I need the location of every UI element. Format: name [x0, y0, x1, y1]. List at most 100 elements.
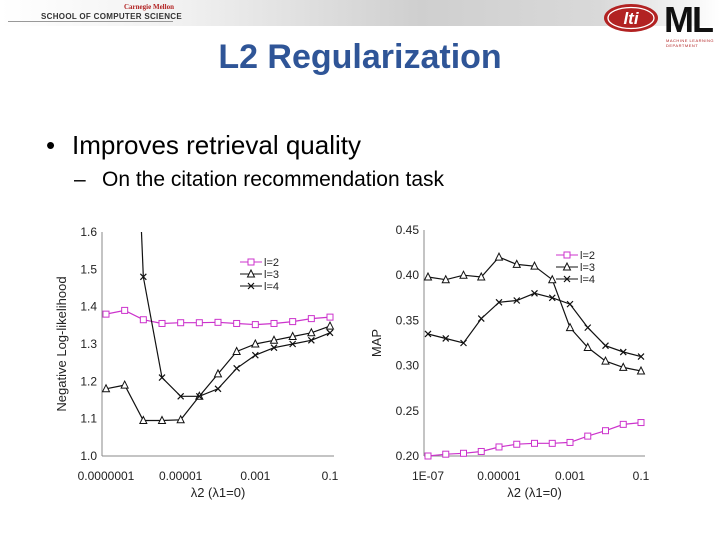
data-point	[459, 270, 468, 279]
ml-logo: ML MACHINE LEARNING DEPARTMENT	[664, 2, 720, 54]
x-tick-label: 0.001	[240, 469, 270, 483]
series-l=4	[139, 231, 334, 400]
data-point	[584, 324, 592, 332]
legend-label: l=4	[580, 274, 595, 286]
legend: l=2l=3l=4	[240, 257, 279, 293]
legend-label: l=2	[580, 250, 595, 262]
data-point	[637, 419, 645, 427]
y-tick-label: 1.4	[80, 300, 97, 314]
data-point	[602, 342, 609, 350]
data-point	[477, 315, 485, 323]
data-point	[584, 432, 592, 440]
y-tick-label: 1.6	[80, 225, 97, 239]
data-point	[566, 438, 574, 446]
series-line-extension	[140, 231, 144, 277]
y-tick-label: 0.45	[396, 223, 420, 237]
data-point	[512, 259, 522, 268]
legend-label: l=3	[580, 262, 595, 274]
data-point	[601, 355, 610, 365]
bullet-marker: •	[46, 130, 56, 160]
x-tick-label: 0.1	[322, 469, 339, 483]
data-point	[583, 342, 593, 352]
data-point	[195, 392, 203, 400]
series-line	[427, 292, 642, 358]
data-point	[270, 319, 278, 327]
legend-marker	[247, 258, 255, 266]
y-tick-label: 1.3	[80, 337, 97, 351]
series-l=3	[101, 320, 335, 425]
x-axis-label: λ2 (λ1=0)	[191, 485, 246, 500]
data-point	[307, 336, 315, 344]
data-point	[548, 294, 556, 302]
data-point	[289, 340, 297, 348]
data-point	[494, 252, 504, 261]
data-point	[495, 443, 503, 451]
data-point	[195, 391, 204, 400]
data-point	[213, 368, 223, 378]
slide-title: L2 Regularization	[218, 38, 502, 76]
data-point	[177, 392, 185, 400]
data-point	[270, 344, 278, 352]
data-point	[547, 274, 557, 284]
x-tick-label: 0.001	[555, 469, 585, 483]
data-point	[139, 316, 147, 324]
series-line	[142, 276, 331, 397]
data-point	[326, 329, 334, 337]
sub-bullet-marker: –	[74, 168, 86, 191]
series-l=2	[102, 306, 334, 329]
legend-marker	[247, 282, 255, 290]
data-point	[120, 379, 129, 389]
data-point	[121, 306, 129, 314]
data-point	[460, 449, 467, 457]
data-point	[157, 415, 167, 425]
legend-marker	[562, 261, 572, 271]
x-tick-label: 0.1	[633, 469, 650, 483]
y-tick-label: 1.5	[80, 262, 97, 276]
data-point	[566, 300, 574, 308]
data-point	[424, 330, 432, 338]
data-point	[530, 261, 539, 270]
data-point	[326, 313, 334, 321]
data-point	[513, 440, 521, 448]
x-axis-label: λ2 (λ1=0)	[507, 485, 562, 500]
data-point	[195, 319, 203, 327]
data-point	[251, 351, 259, 359]
data-point	[233, 319, 241, 327]
series-line	[427, 256, 642, 372]
data-point	[495, 298, 503, 306]
data-point	[214, 385, 222, 393]
data-point	[619, 420, 627, 428]
y-tick-label: 1.1	[80, 412, 97, 426]
lti-logo-text: lti	[623, 9, 639, 28]
data-point	[307, 327, 316, 337]
data-point	[423, 271, 433, 281]
y-axis-label: MAP	[369, 329, 384, 357]
data-point	[477, 447, 485, 455]
data-point	[442, 450, 450, 458]
data-point	[460, 339, 467, 347]
data-point	[602, 427, 609, 435]
data-point	[325, 320, 335, 330]
y-tick-label: 0.30	[396, 359, 420, 373]
data-point	[531, 289, 538, 297]
x-tick-label: 0.00001	[477, 469, 521, 483]
data-point	[177, 319, 185, 327]
data-point	[513, 297, 521, 304]
y-tick-label: 0.40	[396, 268, 420, 282]
x-tick-label: 0.0000001	[78, 469, 135, 483]
x-tick-label: 0.00001	[159, 469, 203, 483]
ml-logo-text: ML	[664, 0, 714, 40]
data-point	[139, 415, 148, 425]
legend-marker	[246, 268, 256, 278]
sub-bullet-text: On the citation recommendation task	[102, 168, 445, 191]
series-l=4	[424, 289, 645, 360]
data-point	[251, 321, 259, 329]
legend: l=2l=3l=4	[556, 250, 595, 286]
data-point	[288, 331, 297, 341]
data-point	[232, 346, 241, 355]
header-band: Carnegie Mellon SCHOOL OF COMPUTER SCIEN…	[0, 0, 720, 28]
data-point	[251, 338, 260, 348]
legend-label: l=3	[264, 269, 279, 281]
data-point	[618, 362, 628, 371]
